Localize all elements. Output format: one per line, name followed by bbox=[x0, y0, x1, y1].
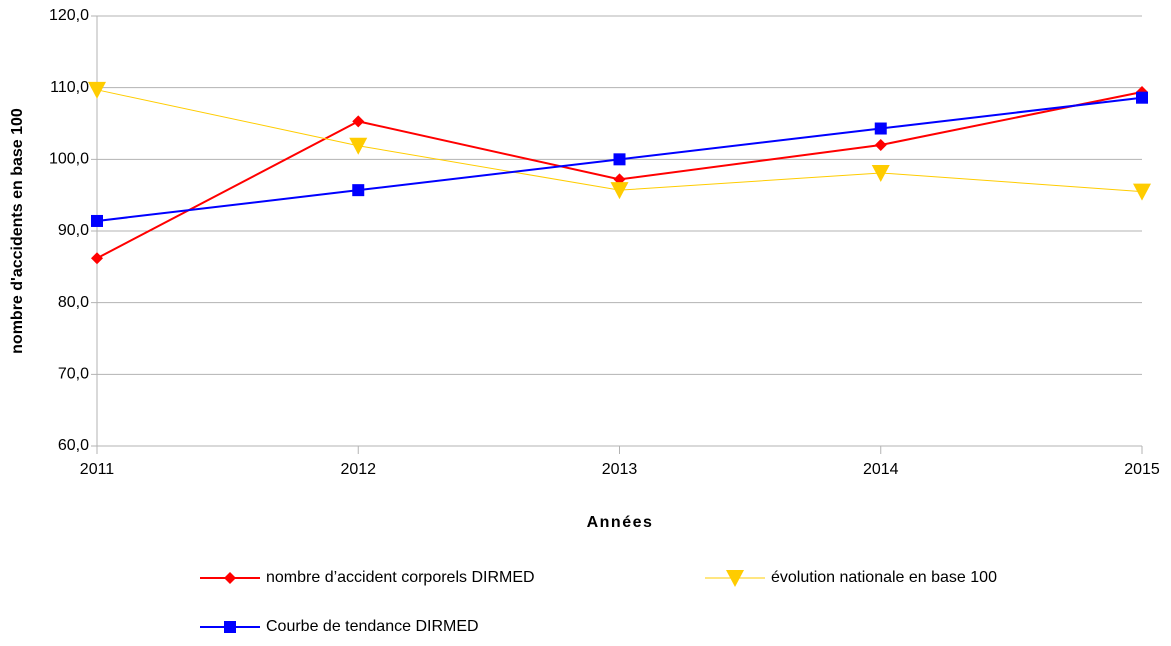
legend-marker bbox=[224, 572, 236, 584]
legend-marker bbox=[224, 621, 236, 633]
data-point bbox=[349, 137, 368, 155]
data-point bbox=[91, 252, 103, 265]
y-tick-label: 80,0 bbox=[58, 294, 89, 311]
y-tick-label: 60,0 bbox=[58, 437, 89, 454]
y-tick-label: 100,0 bbox=[49, 151, 89, 168]
data-point bbox=[1133, 183, 1151, 201]
x-tick-label: 2011 bbox=[80, 461, 115, 478]
y-axis-label: nombre d'accidents en base 100 bbox=[9, 108, 26, 354]
legend-marker bbox=[726, 570, 744, 587]
data-point bbox=[352, 184, 365, 197]
data-point bbox=[610, 182, 629, 200]
x-axis-label: Années bbox=[587, 514, 654, 531]
y-tick-label: 120,0 bbox=[49, 7, 89, 24]
legend-label: Courbe de tendance DIRMED bbox=[266, 618, 479, 635]
data-point bbox=[1136, 91, 1148, 104]
y-tick-label: 70,0 bbox=[58, 366, 89, 383]
x-tick-label: 2012 bbox=[340, 461, 376, 478]
data-point bbox=[871, 164, 890, 182]
y-tick-label: 110,0 bbox=[50, 79, 89, 96]
x-tick-label: 2015 bbox=[1124, 461, 1160, 478]
data-point bbox=[874, 139, 887, 151]
legend-label: évolution nationale en base 100 bbox=[771, 569, 997, 586]
x-tick-label: 2014 bbox=[863, 461, 899, 478]
data-point bbox=[91, 214, 103, 227]
data-point bbox=[88, 81, 106, 99]
data-point bbox=[352, 115, 365, 128]
data-point bbox=[874, 122, 887, 135]
x-tick-label: 2013 bbox=[602, 461, 638, 478]
data-point bbox=[613, 153, 626, 166]
y-tick-label: 90,0 bbox=[58, 222, 89, 239]
legend-label: nombre d’accident corporels DIRMED bbox=[266, 569, 535, 586]
